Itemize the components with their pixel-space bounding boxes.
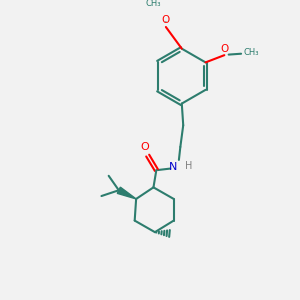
Text: N: N (169, 162, 177, 172)
Polygon shape (117, 187, 136, 199)
Text: CH₃: CH₃ (244, 48, 260, 57)
Text: O: O (162, 15, 170, 25)
Text: CH₃: CH₃ (145, 0, 160, 8)
Text: H: H (185, 161, 192, 171)
Text: O: O (221, 44, 229, 54)
Text: O: O (140, 142, 149, 152)
